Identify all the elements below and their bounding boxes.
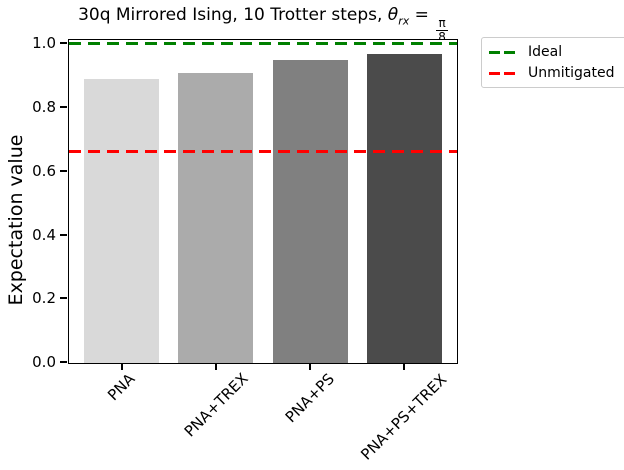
- legend-item-unmitigated: Unmitigated: [489, 65, 619, 81]
- x-tick-label-pna-trex: PNA+TREX: [180, 369, 252, 441]
- x-tick-mark: [403, 363, 406, 370]
- x-tick-mark: [214, 363, 217, 370]
- legend-item-ideal: Ideal: [489, 44, 619, 60]
- fraction-denominator: 8: [436, 30, 448, 45]
- x-tick-label-pna-ps: PNA+PS: [281, 370, 339, 427]
- y-tick-mark: [60, 297, 67, 300]
- y-tick-label: 0.0: [32, 353, 56, 371]
- x-tick-mark: [120, 363, 123, 370]
- bar-pna-trex: [178, 73, 254, 363]
- legend: Ideal Unmitigated: [481, 37, 624, 88]
- y-tick-mark: [60, 42, 67, 45]
- unmitigated-line: [69, 150, 457, 154]
- chart-title: 30q Mirrored Ising, 10 Trotter steps, θr…: [68, 5, 458, 44]
- legend-dashed-line-sample: [489, 50, 515, 54]
- legend-dashed-line-sample: [489, 71, 515, 75]
- y-tick-label: 0.6: [32, 161, 56, 180]
- y-tick-mark: [60, 361, 67, 363]
- x-tick-mark: [309, 363, 312, 370]
- y-tick-mark: [60, 233, 67, 236]
- theta-symbol: θ: [387, 5, 399, 25]
- y-tick-label: 0.8: [32, 98, 56, 117]
- legend-label: Ideal: [528, 44, 563, 60]
- x-tick-label-pna-ps-trex: PNA+PS+TREX: [357, 370, 451, 464]
- y-tick-label: 0.2: [32, 289, 56, 308]
- y-tick-mark: [60, 169, 67, 172]
- bar-pna: [84, 79, 159, 363]
- fraction-numerator: π: [438, 16, 446, 30]
- y-tick-label: 1.0: [32, 34, 56, 53]
- equals-sign: =: [409, 5, 435, 25]
- chart-title-text: 30q Mirrored Ising, 10 Trotter steps,: [78, 5, 388, 25]
- plot-area: 0.0 0.2 0.4 0.6 0.8 1.0 PNA PNA+TREX PNA+PS PNA+P…: [32, 34, 458, 463]
- ideal-line: [69, 41, 457, 45]
- y-tick-label: 0.4: [32, 225, 56, 244]
- y-tick-mark: [60, 106, 67, 109]
- x-tick-label-pna: PNA: [104, 370, 139, 405]
- bar-pna-ps: [272, 60, 348, 363]
- legend-label: Unmitigated: [528, 65, 615, 81]
- y-axis-label: Expectation value: [5, 134, 27, 306]
- bar-pna-ps-trex: [366, 53, 442, 363]
- theta-subscript: rx: [398, 14, 410, 28]
